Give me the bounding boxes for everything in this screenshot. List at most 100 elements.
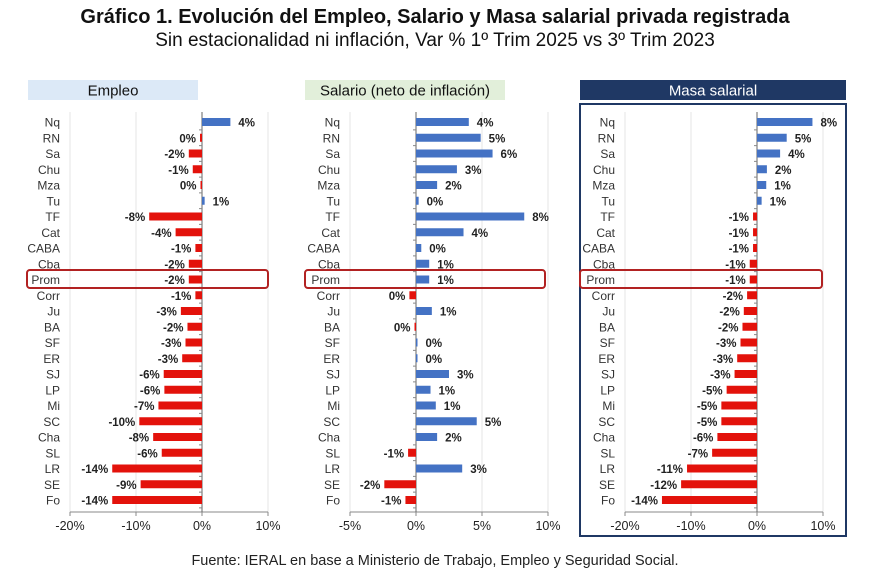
category-label: Corr bbox=[37, 289, 60, 303]
category-label: LR bbox=[325, 462, 341, 476]
bar bbox=[195, 291, 202, 300]
bar bbox=[416, 370, 449, 378]
bar bbox=[416, 149, 493, 158]
bar bbox=[416, 165, 457, 174]
category-label: ER bbox=[323, 352, 340, 366]
category-label: LR bbox=[45, 462, 61, 476]
bar bbox=[112, 464, 202, 473]
category-label: Corr bbox=[592, 289, 615, 303]
data-label: 0% bbox=[426, 354, 443, 366]
panel-masa: Masa salarial -20% -10% 0% 10% Nq 8% RN 5% Sa 4% Ch… bbox=[579, 80, 847, 537]
bar bbox=[757, 118, 813, 126]
category-label: Chu bbox=[318, 163, 340, 177]
chart-title: Gráfico 1. Evolución del Empleo, Salario… bbox=[80, 6, 790, 28]
category-label: SC bbox=[43, 415, 60, 429]
category-label: Fo bbox=[326, 494, 340, 508]
data-label: 4% bbox=[788, 149, 805, 161]
bar bbox=[681, 480, 757, 489]
bar bbox=[175, 228, 202, 237]
panel-border bbox=[579, 103, 847, 537]
category-label: Cba bbox=[38, 257, 60, 271]
data-label: 2% bbox=[445, 433, 462, 445]
data-label: -1% bbox=[729, 244, 749, 256]
bar bbox=[414, 322, 416, 331]
category-label: SF bbox=[45, 336, 60, 350]
bar bbox=[742, 322, 757, 331]
bar bbox=[149, 212, 202, 221]
data-label: -1% bbox=[171, 244, 191, 256]
category-label: Cat bbox=[596, 226, 615, 240]
data-label: -14% bbox=[631, 496, 658, 508]
category-label: Cha bbox=[318, 431, 340, 445]
category-label: Ju bbox=[602, 305, 615, 319]
data-label: -5% bbox=[697, 401, 717, 413]
data-label: -1% bbox=[725, 275, 745, 287]
data-label: -3% bbox=[713, 354, 733, 366]
bar bbox=[188, 149, 202, 158]
category-label: Ju bbox=[327, 305, 340, 319]
data-label: 2% bbox=[445, 181, 462, 193]
data-label: -2% bbox=[164, 275, 184, 287]
data-label: 5% bbox=[795, 133, 812, 145]
data-label: 0% bbox=[180, 181, 197, 193]
data-label: 2% bbox=[775, 165, 792, 177]
category-label: Ju bbox=[47, 305, 60, 319]
data-label: -6% bbox=[693, 433, 713, 445]
bar bbox=[416, 401, 436, 410]
bar bbox=[200, 181, 202, 189]
data-label: 1% bbox=[440, 307, 457, 319]
category-label: SJ bbox=[601, 368, 615, 382]
bar bbox=[153, 433, 202, 441]
bar bbox=[200, 133, 202, 142]
data-label: -2% bbox=[718, 322, 738, 334]
category-label: BA bbox=[324, 320, 340, 334]
bar bbox=[416, 417, 477, 426]
bar bbox=[753, 244, 757, 252]
category-label: Cat bbox=[41, 226, 60, 240]
panel-salario: Salario (neto de inflación) -5% 0% 5% 10% Nq 4… bbox=[304, 80, 561, 533]
bar bbox=[740, 338, 757, 347]
bar bbox=[753, 228, 757, 237]
category-label: Chu bbox=[593, 163, 615, 177]
category-label: SE bbox=[44, 478, 60, 492]
bar bbox=[202, 196, 205, 205]
bar bbox=[192, 165, 202, 174]
category-label: Cba bbox=[318, 257, 340, 271]
data-label: 0% bbox=[389, 291, 406, 303]
bar bbox=[416, 307, 432, 315]
data-label: -2% bbox=[360, 480, 380, 492]
bar bbox=[749, 259, 757, 268]
category-label: LR bbox=[600, 462, 616, 476]
bar bbox=[757, 196, 762, 205]
x-tick-label: -20% bbox=[610, 519, 639, 533]
data-label: -3% bbox=[716, 338, 736, 350]
data-label: -1% bbox=[729, 228, 749, 240]
bar bbox=[757, 181, 767, 189]
category-label: LP bbox=[325, 383, 340, 397]
category-label: ER bbox=[43, 352, 60, 366]
data-label: -8% bbox=[125, 212, 145, 224]
category-label: Sa bbox=[45, 147, 60, 161]
data-label: -10% bbox=[108, 417, 135, 429]
data-label: -1% bbox=[725, 259, 745, 271]
data-label: -11% bbox=[657, 464, 683, 476]
x-tick-label: -5% bbox=[339, 519, 361, 533]
data-label: 0% bbox=[394, 322, 411, 334]
bar bbox=[687, 464, 757, 473]
bar bbox=[416, 118, 469, 126]
category-label: Tu bbox=[46, 194, 60, 208]
bar bbox=[743, 307, 757, 315]
data-label: -7% bbox=[134, 401, 154, 413]
category-label: TF bbox=[325, 210, 340, 224]
bar bbox=[405, 496, 416, 504]
bar bbox=[416, 338, 418, 347]
bar bbox=[416, 244, 422, 252]
panel-header bbox=[305, 80, 505, 100]
category-label: SL bbox=[325, 446, 340, 460]
panel-header bbox=[580, 80, 846, 100]
bar bbox=[416, 385, 431, 394]
category-label: Cha bbox=[593, 431, 615, 445]
category-label: Chu bbox=[38, 163, 60, 177]
bar bbox=[416, 212, 525, 221]
